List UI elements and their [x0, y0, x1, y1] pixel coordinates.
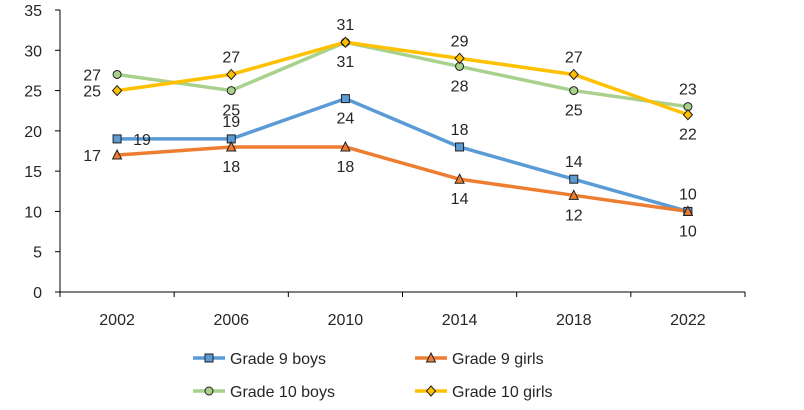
legend-item-grade-9-boys: Grade 9 boys: [193, 351, 326, 368]
data-point-grade-9-boys: [340, 94, 350, 104]
legend-label: Grade 9 boys: [230, 351, 326, 368]
legend-swatch-marker: [425, 385, 437, 397]
y-tick-label: 20: [24, 124, 42, 141]
data-label-grade-10-boys: 28: [451, 78, 469, 95]
data-label-grade-10-girls: 22: [679, 127, 697, 144]
data-point-grade-9-boys: [455, 142, 465, 152]
legend-item-grade-10-girls: Grade 10 girls: [415, 384, 553, 401]
data-label-grade-10-boys: 27: [83, 67, 101, 84]
data-label-grade-10-boys: 23: [679, 82, 697, 99]
data-point-grade-10-boys: [112, 69, 122, 79]
series-line-grade-10-girls: [116, 40, 689, 117]
y-tick-label: 15: [24, 164, 42, 181]
y-tick-label: 35: [24, 3, 42, 20]
axes: 0 5 10 15 20 25 30 35 2002 2006 2010 2014 2018 2022: [24, 3, 746, 329]
data-label-grade-10-boys: 25: [565, 103, 583, 120]
y-tick-label: 10: [24, 204, 42, 221]
data-label-grade-9-boys: 10: [679, 186, 697, 203]
data-point-grade-9-boys: [112, 134, 122, 144]
y-tick-label: 5: [33, 245, 42, 262]
data-label-grade-9-boys: 24: [337, 111, 355, 128]
data-point-grade-10-boys: [226, 86, 236, 96]
data-label-grade-10-girls: 29: [451, 33, 469, 50]
legend-swatch-marker: [425, 351, 437, 363]
data-point-grade-9-girls: [225, 140, 237, 152]
x-tick-label: 2006: [213, 312, 249, 329]
data-point-grade-10-girls: [111, 84, 123, 97]
data-point-grade-10-girls: [682, 108, 694, 121]
data-label-grade-9-girls: 18: [337, 159, 355, 176]
x-tick-label: 2018: [556, 312, 592, 329]
series-lines: [116, 40, 689, 214]
legend: Grade 9 boys Grade 9 girls Grade 10 boys Gr…: [193, 351, 553, 401]
data-label-grade-10-girls: 25: [83, 84, 101, 101]
legend-swatch-marker: [204, 353, 214, 363]
x-tick-label: 2014: [442, 312, 478, 329]
legend-label: Grade 10 boys: [230, 384, 335, 401]
data-label-grade-10-boys: 31: [337, 54, 355, 71]
data-point-grade-10-girls: [454, 52, 465, 65]
data-label-grade-10-girls: 31: [337, 17, 355, 34]
series-line-grade-9-girls: [116, 145, 689, 214]
data-label-grade-9-boys: 14: [565, 154, 583, 171]
data-point-grade-9-girls: [111, 148, 123, 160]
series-line-grade-10-boys: [116, 40, 689, 109]
data-point-grade-9-girls: [682, 205, 694, 216]
data-label-grade-9-girls: 12: [565, 207, 583, 224]
data-label-grade-10-boys: 25: [222, 103, 240, 120]
data-label-grade-9-girls: 17: [83, 148, 101, 165]
data-point-grade-10-girls: [568, 68, 579, 81]
data-label-grade-10-girls: 27: [565, 49, 583, 66]
data-label-grade-10-girls: 27: [222, 49, 240, 66]
series-line-grade-9-boys: [117, 96, 689, 214]
x-tick-label: 2022: [670, 312, 706, 329]
data-point-grade-9-girls: [454, 173, 465, 184]
legend-item-grade-10-boys: Grade 10 boys: [193, 384, 335, 401]
data-label-grade-9-girls: 10: [679, 223, 697, 240]
data-label-grade-9-boys: 18: [451, 122, 469, 139]
x-tick-label: 2002: [99, 312, 135, 329]
data-point-grade-9-girls: [340, 140, 351, 152]
data-point-grade-10-girls: [226, 68, 237, 81]
data-point-grade-9-girls: [568, 189, 580, 200]
y-tick-label: 30: [24, 43, 42, 60]
series-markers: [111, 36, 694, 216]
y-tick-label: 0: [33, 285, 42, 302]
x-tick-label: 2010: [328, 312, 364, 329]
legend-label: Grade 9 girls: [452, 351, 544, 368]
data-point-grade-10-boys: [569, 86, 579, 96]
data-point-grade-9-boys: [569, 174, 579, 184]
data-label-grade-9-boys: 19: [222, 114, 240, 131]
data-label-grade-9-girls: 14: [451, 191, 469, 208]
legend-label: Grade 10 girls: [452, 384, 553, 401]
legend-item-grade-9-girls: Grade 9 girls: [415, 351, 544, 368]
legend-swatch-marker: [204, 386, 214, 396]
data-label-grade-9-girls: 18: [222, 159, 240, 176]
y-tick-label: 25: [24, 84, 42, 101]
data-label-grade-9-boys: 19: [133, 132, 151, 149]
data-point-grade-10-girls: [340, 36, 351, 48]
